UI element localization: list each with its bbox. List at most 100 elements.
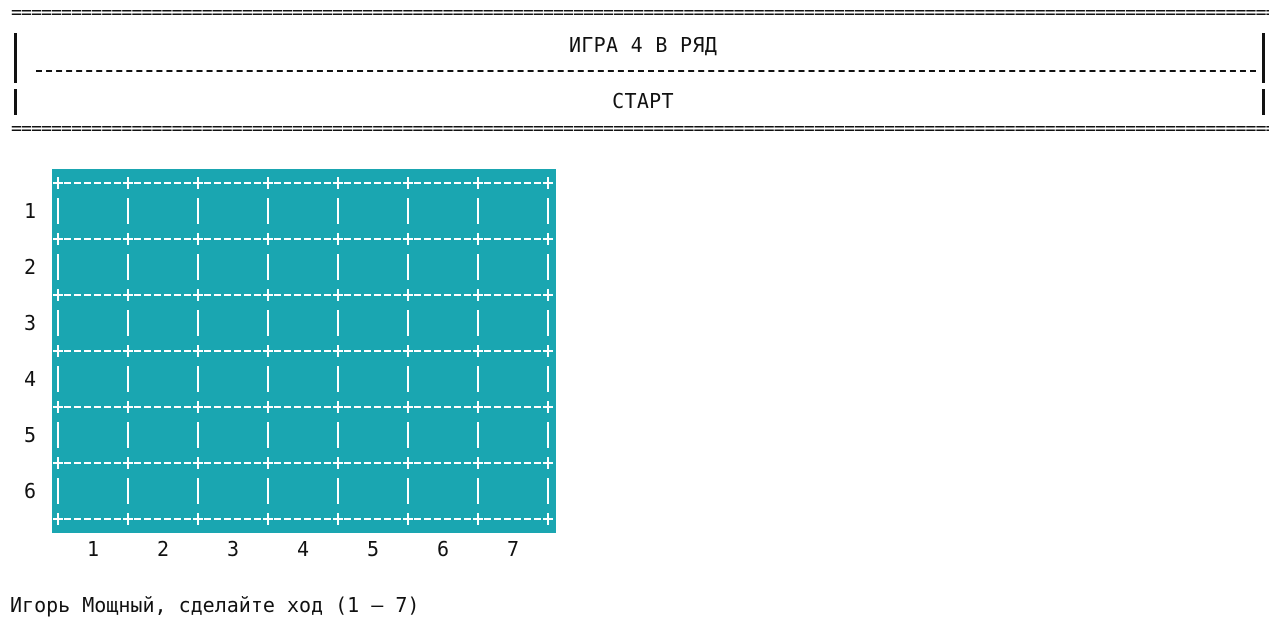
grid-cross — [403, 345, 413, 357]
grid-cross — [123, 401, 133, 413]
grid-cross — [263, 457, 273, 469]
row-label: 3 — [23, 311, 37, 335]
grid-cross — [403, 233, 413, 245]
grid-cross — [263, 345, 273, 357]
header-right-border — [1262, 33, 1265, 59]
grid-cross — [473, 457, 483, 469]
row-label: 6 — [23, 479, 37, 503]
board-cell[interactable] — [131, 354, 195, 404]
grid-cross — [53, 457, 63, 469]
board-cell[interactable] — [341, 186, 405, 236]
board-cell[interactable] — [201, 242, 265, 292]
board-cell[interactable] — [61, 186, 125, 236]
board-cell[interactable] — [411, 242, 475, 292]
game-title: ИГРА 4 В РЯД — [568, 33, 718, 57]
board-cell[interactable] — [481, 354, 545, 404]
grid-cross — [193, 177, 203, 189]
grid-cross — [473, 177, 483, 189]
board-cell[interactable] — [131, 410, 195, 460]
header-top-rule: ========================================… — [11, 3, 1269, 23]
board-cell[interactable] — [271, 242, 335, 292]
board-cell[interactable] — [271, 298, 335, 348]
header-left-border — [14, 33, 17, 59]
grid-cross — [333, 401, 343, 413]
column-label[interactable]: 7 — [506, 537, 520, 561]
board-cell[interactable] — [201, 410, 265, 460]
grid-cross — [543, 233, 553, 245]
board-cell[interactable] — [411, 298, 475, 348]
board-cell[interactable] — [481, 410, 545, 460]
board-cell[interactable] — [61, 242, 125, 292]
header-left-border-mid — [14, 59, 17, 83]
board-cell[interactable] — [61, 410, 125, 460]
row-label: 4 — [23, 367, 37, 391]
grid-cross — [53, 289, 63, 301]
row-label: 2 — [23, 255, 37, 279]
board-cell[interactable] — [481, 186, 545, 236]
grid-cross — [53, 401, 63, 413]
board-cell[interactable] — [341, 354, 405, 404]
grid-cross — [403, 177, 413, 189]
grid-cross — [473, 513, 483, 525]
grid-cross — [123, 345, 133, 357]
column-label[interactable]: 5 — [366, 537, 380, 561]
header-left-border-bottom — [14, 89, 17, 115]
board-cell[interactable] — [341, 466, 405, 516]
grid-cross — [543, 289, 553, 301]
game-board — [52, 169, 556, 533]
grid-cross — [473, 289, 483, 301]
board-grid — [53, 177, 553, 525]
grid-cross — [403, 401, 413, 413]
board-cell[interactable] — [411, 186, 475, 236]
board-cell[interactable] — [271, 466, 335, 516]
grid-cross — [543, 177, 553, 189]
board-cell[interactable] — [341, 242, 405, 292]
move-prompt[interactable]: Игорь Мощный, сделайте ход (1 – 7) — [10, 593, 420, 617]
board-cell[interactable] — [271, 186, 335, 236]
grid-cross — [333, 345, 343, 357]
grid-cross — [123, 457, 133, 469]
board-cell[interactable] — [481, 466, 545, 516]
grid-cross — [193, 513, 203, 525]
board-cell[interactable] — [411, 410, 475, 460]
board-cell[interactable] — [61, 298, 125, 348]
board-cell[interactable] — [271, 354, 335, 404]
board-cell[interactable] — [201, 466, 265, 516]
grid-cross — [473, 233, 483, 245]
board-cell[interactable] — [61, 466, 125, 516]
grid-cross — [53, 513, 63, 525]
board-cell[interactable] — [481, 298, 545, 348]
board-cell[interactable] — [481, 242, 545, 292]
grid-cross — [53, 177, 63, 189]
column-label[interactable]: 3 — [226, 537, 240, 561]
board-cell[interactable] — [201, 186, 265, 236]
grid-cross — [473, 345, 483, 357]
row-label: 1 — [23, 199, 37, 223]
grid-cross — [543, 401, 553, 413]
grid-cross — [193, 345, 203, 357]
board-cell[interactable] — [411, 354, 475, 404]
grid-cross — [123, 289, 133, 301]
board-cell[interactable] — [131, 242, 195, 292]
board-cell[interactable] — [201, 298, 265, 348]
board-cell[interactable] — [131, 466, 195, 516]
board-cell[interactable] — [131, 186, 195, 236]
board-cell[interactable] — [201, 354, 265, 404]
column-label[interactable]: 1 — [86, 537, 100, 561]
board-cell[interactable] — [271, 410, 335, 460]
board-cell[interactable] — [411, 466, 475, 516]
grid-cross — [473, 401, 483, 413]
column-label[interactable]: 4 — [296, 537, 310, 561]
grid-cross — [263, 177, 273, 189]
grid-cross — [123, 233, 133, 245]
board-cell[interactable] — [131, 298, 195, 348]
grid-cross — [263, 401, 273, 413]
board-cell[interactable] — [341, 298, 405, 348]
board-cell[interactable] — [341, 410, 405, 460]
board-cell[interactable] — [61, 354, 125, 404]
column-label[interactable]: 2 — [156, 537, 170, 561]
grid-cross — [333, 513, 343, 525]
grid-cross — [193, 457, 203, 469]
column-label[interactable]: 6 — [436, 537, 450, 561]
